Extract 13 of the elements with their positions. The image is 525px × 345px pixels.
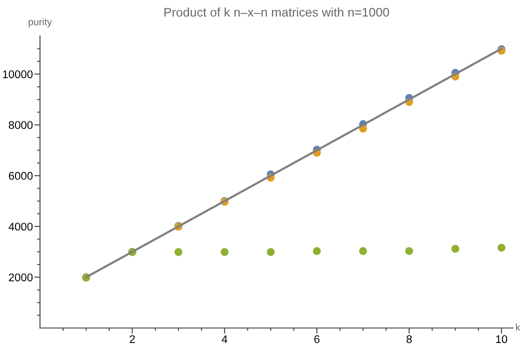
- y-tick-label: 2000: [8, 273, 33, 282]
- x-tick-label: 4: [222, 335, 228, 343]
- x-axis-title: k: [516, 323, 520, 331]
- y-tick-label: 4000: [8, 222, 33, 231]
- y-tick-label: 6000: [8, 172, 33, 180]
- x-tick-label: 8: [406, 335, 412, 344]
- y-tick-label: 10000: [3, 70, 33, 78]
- x-tick-label: 2: [130, 335, 135, 343]
- x-tick-label: 10: [496, 335, 508, 344]
- y-tick-label: 8000: [8, 121, 33, 130]
- x-tick-label: 6: [314, 335, 320, 344]
- y-axis-title: purity: [28, 18, 52, 28]
- chart-title: Product of k n–x–n matrices with n=1000: [164, 7, 390, 17]
